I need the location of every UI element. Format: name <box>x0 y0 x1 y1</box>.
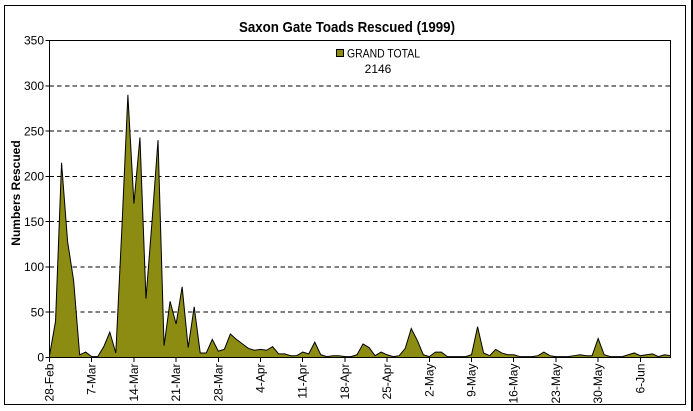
svg-text:9-May: 9-May <box>465 364 479 397</box>
svg-text:GRAND TOTAL: GRAND TOTAL <box>347 47 420 61</box>
svg-text:200: 200 <box>24 170 44 184</box>
svg-text:14-Mar: 14-Mar <box>127 364 141 402</box>
svg-text:25-Apr: 25-Apr <box>380 364 394 400</box>
svg-text:7-Mar: 7-Mar <box>85 364 99 395</box>
svg-text:30-May: 30-May <box>591 364 605 404</box>
svg-text:16-May: 16-May <box>507 364 521 404</box>
svg-text:28-Feb: 28-Feb <box>43 363 57 401</box>
svg-text:0: 0 <box>37 351 44 365</box>
svg-text:150: 150 <box>24 215 44 229</box>
svg-text:23-May: 23-May <box>549 364 563 404</box>
svg-text:28-Mar: 28-Mar <box>211 364 225 402</box>
svg-text:11-Apr: 11-Apr <box>296 364 310 399</box>
svg-text:18-Apr: 18-Apr <box>338 364 352 400</box>
svg-text:350: 350 <box>24 34 44 48</box>
svg-text:250: 250 <box>24 124 44 138</box>
svg-text:Numbers Rescued: Numbers Rescued <box>9 140 23 245</box>
svg-text:2-May: 2-May <box>422 364 436 397</box>
svg-text:6-Jun: 6-Jun <box>633 364 647 394</box>
svg-text:100: 100 <box>24 260 44 274</box>
svg-text:50: 50 <box>31 305 45 319</box>
svg-text:300: 300 <box>24 79 44 93</box>
svg-text:2146: 2146 <box>365 62 392 76</box>
svg-text:4-Apr: 4-Apr <box>254 363 268 392</box>
svg-text:Saxon Gate Toads Rescued (1999: Saxon Gate Toads Rescued (1999) <box>239 19 455 36</box>
svg-text:21-Mar: 21-Mar <box>169 364 183 402</box>
